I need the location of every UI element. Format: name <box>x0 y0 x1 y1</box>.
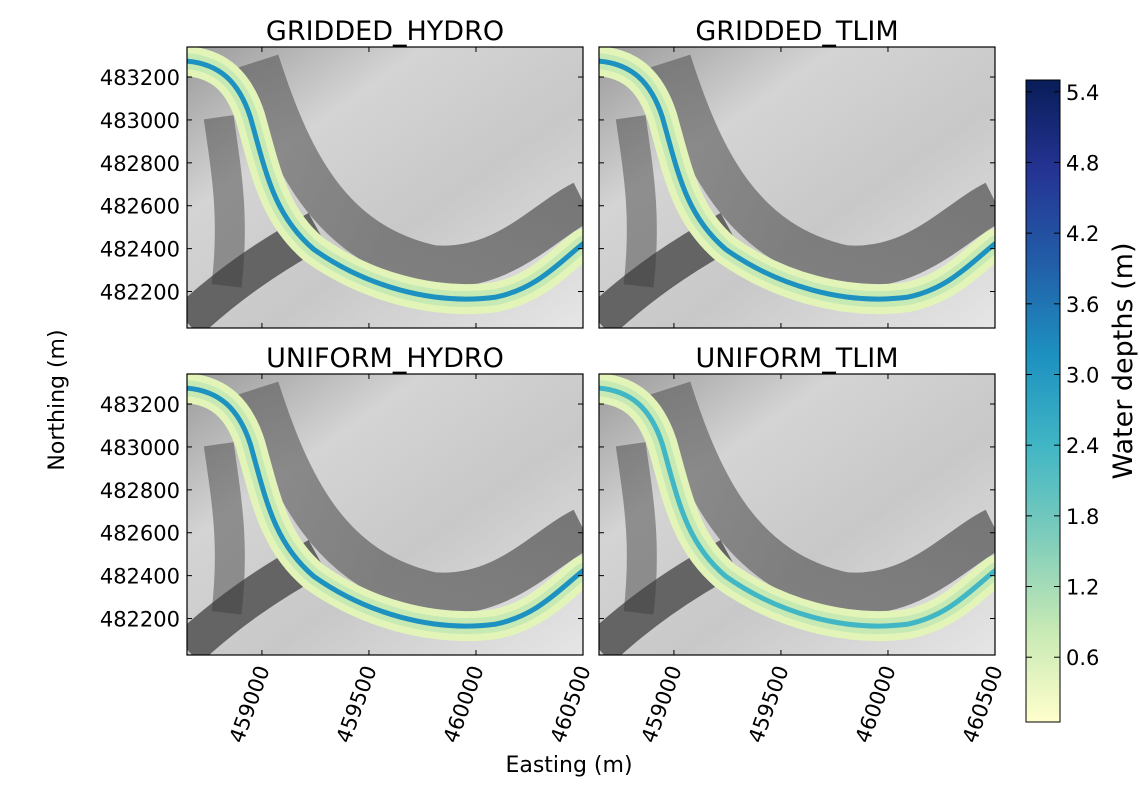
panel-2: GRIDDED_TLIM <box>598 16 996 329</box>
panel-frame <box>598 46 996 329</box>
y-tick-label: 482200 <box>100 608 180 632</box>
map-area <box>187 374 583 655</box>
valley-shading <box>238 381 583 615</box>
slope-shading <box>615 115 657 288</box>
map-area <box>187 47 583 328</box>
panel-title: UNIFORM_TLIM <box>695 343 898 374</box>
colorbar-tick-label: 1.2 <box>1066 576 1099 600</box>
valley-shading <box>650 381 995 615</box>
panel-3: UNIFORM_HYDRO 459000 459500 460000 460500 483… <box>100 343 596 746</box>
y-tick-label: 483200 <box>100 66 180 90</box>
main-channel <box>187 385 583 629</box>
colorbar-gradient <box>1025 79 1061 723</box>
valley-shading <box>238 54 583 288</box>
y-tick-label: 482600 <box>100 522 180 546</box>
panel-title: GRIDDED_HYDRO <box>266 16 504 47</box>
valley-shading <box>650 54 995 288</box>
panel-frame <box>186 373 584 656</box>
y-tick-label: 483000 <box>100 109 180 133</box>
slope-shading <box>203 442 245 615</box>
y-axis-label: Northing (m) <box>45 329 70 470</box>
map-area <box>599 47 995 328</box>
panel-frame <box>186 46 584 329</box>
y-tick-label: 482600 <box>100 195 180 219</box>
main-channel <box>599 385 995 629</box>
colorbar: 0.6 1.2 1.8 2.4 3.0 3.6 4.2 4.8 5.4 Water depths … <box>1025 79 1139 723</box>
main-channel <box>187 58 583 302</box>
y-tick-label: 482800 <box>100 479 180 503</box>
x-tick-label: 460500 <box>958 663 1008 747</box>
x-tick-label: 460000 <box>851 663 901 747</box>
slope-shading <box>203 115 245 288</box>
colorbar-tick-label: 0.6 <box>1066 646 1099 670</box>
panel-title: UNIFORM_HYDRO <box>266 343 504 374</box>
x-tick-label: 460000 <box>439 663 489 747</box>
colorbar-tick-label: 5.4 <box>1066 81 1099 105</box>
map-area <box>599 374 995 655</box>
x-tick-label: 459000 <box>637 663 687 747</box>
colorbar-tick-label: 1.8 <box>1066 505 1099 529</box>
colorbar-tick-label: 3.0 <box>1066 363 1099 387</box>
y-tick-label: 482200 <box>100 281 180 305</box>
x-tick-label: 460500 <box>546 663 596 747</box>
y-tick-label: 482800 <box>100 152 180 176</box>
x-tick-label: 459500 <box>332 663 382 747</box>
x-tick-label: 459000 <box>225 663 275 747</box>
colorbar-label: Water depths (m) <box>1108 242 1139 479</box>
y-tick-label: 482400 <box>100 565 180 589</box>
colorbar-tick-label: 4.8 <box>1066 151 1099 175</box>
x-tick-label: 459500 <box>744 663 794 747</box>
y-tick-label: 482400 <box>100 238 180 262</box>
colorbar-tick-label: 3.6 <box>1066 293 1099 317</box>
panel-frame <box>598 373 996 656</box>
slope-shading <box>615 442 657 615</box>
y-tick-label: 483200 <box>100 393 180 417</box>
panel-1: GRIDDED_HYDRO 483200 483000 482800 482600 482… <box>100 16 584 329</box>
panel-4: UNIFORM_TLIM 459000 459500 460000 460500 <box>598 343 1008 747</box>
y-tick-label: 483000 <box>100 436 180 460</box>
colorbar-tick-label: 4.2 <box>1066 222 1099 246</box>
x-axis-label: Easting (m) <box>505 753 632 778</box>
colorbar-tick-label: 2.4 <box>1066 434 1099 458</box>
panel-title: GRIDDED_TLIM <box>695 16 898 47</box>
main-channel <box>599 58 995 302</box>
